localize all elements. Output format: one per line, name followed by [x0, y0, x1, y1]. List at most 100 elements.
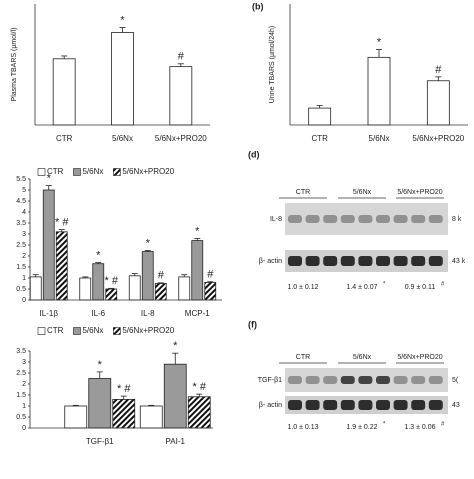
y-axis-label: Plasma TBARS (µmol/l)	[11, 28, 18, 102]
blot-band	[393, 256, 408, 266]
panel-label: (d)	[248, 149, 260, 159]
blot-band	[305, 256, 320, 266]
bar	[191, 240, 204, 301]
significance-marker: #	[435, 64, 442, 76]
y-tick-label: 2.5	[16, 242, 26, 249]
blot-band	[305, 376, 320, 384]
blot-band	[411, 256, 426, 266]
blot-band	[323, 256, 338, 266]
quantification: 1.0 ± 0.12	[287, 284, 318, 291]
lane-label: 5/6Nx	[353, 189, 372, 196]
significance-marker: *	[98, 359, 103, 371]
blot-band	[288, 215, 302, 223]
legend-label: 5/6Nx+PRO20	[122, 326, 174, 335]
x-tick-label: MCP-1	[185, 309, 210, 318]
size-label: 8 k	[452, 216, 462, 223]
lane-label: CTR	[296, 354, 310, 361]
x-tick-label: CTR	[311, 134, 328, 143]
significance-marker: *	[377, 36, 382, 48]
bar	[112, 398, 136, 429]
blot-band	[323, 215, 338, 223]
x-tick-label: 5/6Nx	[112, 134, 133, 143]
x-tick-label: 5/6Nx+PRO20	[412, 134, 464, 143]
blot-band	[305, 215, 320, 223]
blot-band	[305, 400, 320, 410]
blot-band	[411, 215, 426, 223]
legend-swatch	[37, 327, 46, 335]
blot-band	[376, 400, 390, 410]
bar	[204, 281, 217, 301]
blot-band	[340, 256, 355, 266]
y-tick-label: 0.5	[16, 286, 26, 293]
x-tick-label: PAI-1	[166, 437, 186, 446]
quantification: 1.3 ± 0.06	[404, 424, 435, 431]
significance-marker: *	[96, 250, 101, 262]
x-tick-label: 5/6Nx+PRO20	[155, 134, 207, 143]
bar	[42, 189, 55, 301]
row-label: β- actin	[259, 402, 282, 409]
y-tick-label: 1	[22, 403, 26, 410]
bar	[169, 66, 193, 126]
significance-marker: *	[195, 225, 200, 237]
quantification-marker: #	[441, 422, 445, 428]
quantification: 1.0 ± 0.13	[287, 424, 318, 431]
panel-label: (f)	[248, 319, 257, 329]
blot-band	[428, 215, 443, 223]
x-tick-label: CTR	[56, 134, 73, 143]
significance-marker: #	[158, 270, 165, 282]
y-tick-label: 5	[22, 187, 26, 194]
quantification: 1.9 ± 0.22	[346, 424, 377, 431]
significance-marker: * #	[117, 383, 131, 395]
blot-band	[288, 400, 302, 410]
x-tick-label: IL-6	[91, 309, 105, 318]
significance-marker: *	[173, 340, 178, 352]
y-tick-label: 2	[22, 381, 26, 388]
y-tick-label: 0.5	[16, 414, 26, 421]
significance-marker: #	[207, 269, 214, 281]
bar	[29, 276, 42, 301]
legend-label: CTR	[47, 167, 64, 176]
legend-swatch	[73, 327, 81, 335]
size-label: 43 k	[452, 258, 466, 265]
legend-label: 5/6Nx	[82, 167, 103, 176]
blot-band	[358, 215, 373, 223]
x-tick-label: TGF-β1	[86, 437, 114, 446]
blot-band	[428, 376, 443, 384]
lane-label: 5/6Nx+PRO20	[397, 189, 442, 196]
bar	[139, 405, 163, 429]
y-tick-label: 2.5	[16, 370, 26, 377]
bar	[141, 251, 154, 301]
y-tick-label: 1.5	[16, 392, 26, 399]
bar	[187, 396, 211, 429]
significance-marker: *	[120, 14, 125, 26]
legend-swatch	[73, 168, 81, 176]
blot-band	[323, 376, 338, 384]
y-tick-label: 4.5	[16, 198, 26, 205]
bar	[163, 363, 187, 429]
blot-band	[340, 400, 355, 410]
legend-swatch	[37, 168, 46, 176]
legend-swatch	[113, 327, 121, 335]
legend-label: 5/6Nx	[82, 326, 103, 335]
legend-label: CTR	[47, 326, 64, 335]
y-tick-label: 0	[22, 297, 26, 304]
blot-band	[288, 256, 302, 266]
significance-marker: *	[146, 237, 151, 249]
quantification: 1.4 ± 0.07	[346, 284, 377, 291]
row-label: IL-8	[270, 216, 282, 223]
bar	[128, 275, 141, 301]
bar	[105, 288, 118, 301]
lane-label: 5/6Nx+PRO20	[397, 354, 442, 361]
y-tick-label: 1	[22, 275, 26, 282]
legend-label: 5/6Nx+PRO20	[122, 167, 174, 176]
x-tick-label: IL-8	[141, 309, 155, 318]
lane-label: CTR	[296, 189, 310, 196]
blot-band	[411, 376, 426, 384]
blot-band	[376, 215, 390, 223]
blot-band	[358, 400, 373, 410]
y-tick-label: 1.5	[16, 264, 26, 271]
blot-band	[340, 376, 355, 384]
y-tick-label: 3.5	[16, 220, 26, 227]
panel-label: (b)	[252, 1, 264, 11]
